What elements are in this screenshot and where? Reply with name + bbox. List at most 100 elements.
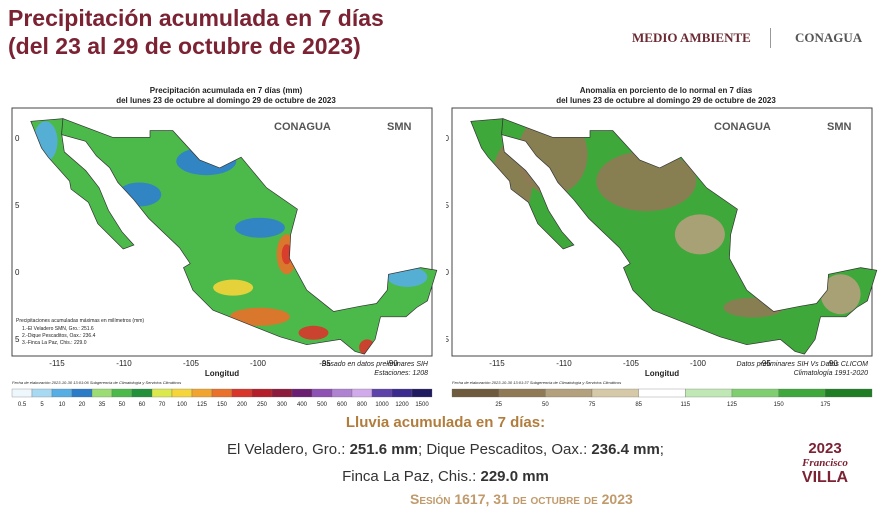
colorbar-swatch (685, 388, 733, 398)
country-outline (470, 118, 878, 355)
title-line: (del 23 al 29 de octubre de 2023) (8, 33, 361, 59)
colorbar-swatch (351, 388, 373, 398)
logo-text: SMN (827, 121, 852, 133)
rain-area (229, 307, 290, 326)
y-tick-label: 5 (15, 335, 20, 344)
colorbar-swatch (451, 388, 499, 398)
colorbar: 0.5 5 10 20 35 50 60 70 100 125 150 200 250 300 400 500… (11, 388, 433, 408)
colorbar-label: 400 (297, 402, 308, 408)
station: Finca La Paz, Chis.: (342, 468, 481, 485)
colorbar-swatch (731, 388, 779, 398)
colorbar-swatch (778, 388, 826, 398)
colorbar-label: 10 (59, 402, 66, 408)
colorbar-label: 100 (177, 402, 188, 408)
y-tick-label: 20 (446, 268, 450, 277)
note: Climatología 1991-2020 (794, 370, 868, 377)
value: 236.4 mm (591, 441, 660, 458)
colorbar-swatch (311, 388, 333, 398)
colorbar-swatch (11, 388, 33, 398)
colorbar-label: 125 (727, 402, 738, 408)
colorbar-swatch (498, 388, 546, 398)
colorbar-swatch (131, 388, 153, 398)
colorbar-swatch (638, 388, 686, 398)
colorbar-swatch (251, 388, 273, 398)
colorbar-swatch (411, 388, 433, 398)
map-title: Precipitación acumulada en 7 días (mm) (149, 86, 303, 95)
logo-text: SMN (387, 121, 412, 133)
title: Precipitación acumulada en 7 días (del 2… (8, 4, 384, 60)
y-tick-label: 15 (446, 335, 450, 344)
colorbar-label: 85 (635, 402, 642, 408)
note: Basado en datos preliminares SIH (322, 361, 429, 368)
logo-text: CONAGUA (274, 121, 331, 133)
colorbar-label: 175 (820, 402, 831, 408)
map-panel: Precipitación acumulada en 7 días (mm) de… (6, 72, 446, 412)
country (30, 118, 437, 355)
logo: MEDIO AMBIENTE (632, 30, 751, 45)
colorbar-swatch (371, 388, 393, 398)
logo-text: CONAGUA (714, 121, 771, 133)
rain-area (596, 151, 697, 212)
session: Sesión 1617, 31 de octubre de 2023 (410, 491, 633, 507)
x-axis-label: Longitud (645, 369, 679, 378)
colorbar-swatch (31, 388, 53, 398)
map-frame: CONAGUA SMN -115 -110 -105 -100 -95 -90 30 25 20 15… (446, 107, 878, 408)
station: ; (659, 441, 664, 458)
inset-item: 3.-Finca La Paz, Chis.: 229.0 (22, 340, 87, 346)
colorbar-label: 50 (119, 402, 126, 408)
x-tick-label: -105 (623, 359, 640, 368)
colorbar-label: 250 (257, 402, 268, 408)
y-tick-label: 5 (15, 201, 20, 210)
colorbar-swatch (71, 388, 93, 398)
note: Datos preliminares SIH Vs Datos CLICOM (737, 361, 869, 368)
logo-box (692, 112, 867, 146)
country-outline (30, 118, 438, 355)
footnote: Fecha de elaboración 2023-10-30 13:01:06… (12, 380, 181, 385)
colorbar-swatch (51, 388, 73, 398)
station: El Veladero, Gro.: (227, 441, 350, 458)
x-tick-label: -115 (489, 359, 505, 368)
colorbar-label: 125 (197, 402, 208, 408)
logo-text: VILLA (801, 469, 849, 486)
y-tick-label: 0 (15, 134, 20, 143)
map-subtitle: del lunes 23 de octubre al domingo 29 de… (116, 96, 336, 105)
y-tick-label: 30 (446, 134, 450, 143)
colorbar-swatch (91, 388, 113, 398)
colorbar-swatch (391, 388, 413, 398)
colorbar-label: 500 (317, 402, 328, 408)
anomalies (33, 121, 428, 355)
colorbar-label: 50 (542, 402, 549, 408)
x-tick-label: -110 (116, 359, 132, 368)
logo: 2023 Francisco VILLA (770, 440, 880, 487)
colorbar-swatch (545, 388, 593, 398)
logo: CONAGUA (795, 30, 863, 45)
rain-area (281, 244, 292, 265)
x-tick-label: -110 (556, 359, 572, 368)
map-frame: CONAGUA SMN-115 -110 -105 -100 -95 -900505Long… (11, 107, 438, 408)
colorbar-label: 1200 (395, 402, 409, 408)
colorbar-swatch (331, 388, 353, 398)
colorbar-label: 1500 (415, 402, 429, 408)
logo-text: 2023 (808, 440, 842, 457)
colorbar-swatch (151, 388, 173, 398)
title-line: Precipitación acumulada en 7 días (8, 5, 384, 31)
colorbar-label: 75 (589, 402, 596, 408)
colorbar-label: 0.5 (18, 402, 27, 408)
colorbar-label: 600 (337, 402, 348, 408)
colorbar-label: 5 (40, 402, 44, 408)
rain-area (234, 217, 285, 238)
rain-area (298, 325, 329, 340)
footer-heading: Lluvia acumulada en 7 días: (345, 414, 546, 431)
colorbar-swatch (825, 388, 873, 398)
note: Estaciones: 1208 (374, 370, 428, 377)
x-axis-label: Longitud (205, 369, 239, 378)
colorbar-label: 200 (237, 402, 248, 408)
footnote: Fecha de elaboración 2023-10-30 13:01:37… (452, 380, 621, 385)
value: 251.6 mm (349, 441, 418, 458)
colorbar-label: 150 (774, 402, 785, 408)
colorbar-label: 1000 (375, 402, 389, 408)
map-panel: Anomalía en porciento de lo normal en 7 … (446, 72, 886, 412)
y-tick-label: 0 (15, 268, 20, 277)
colorbar-label: 25 (495, 402, 502, 408)
divider (770, 28, 771, 48)
